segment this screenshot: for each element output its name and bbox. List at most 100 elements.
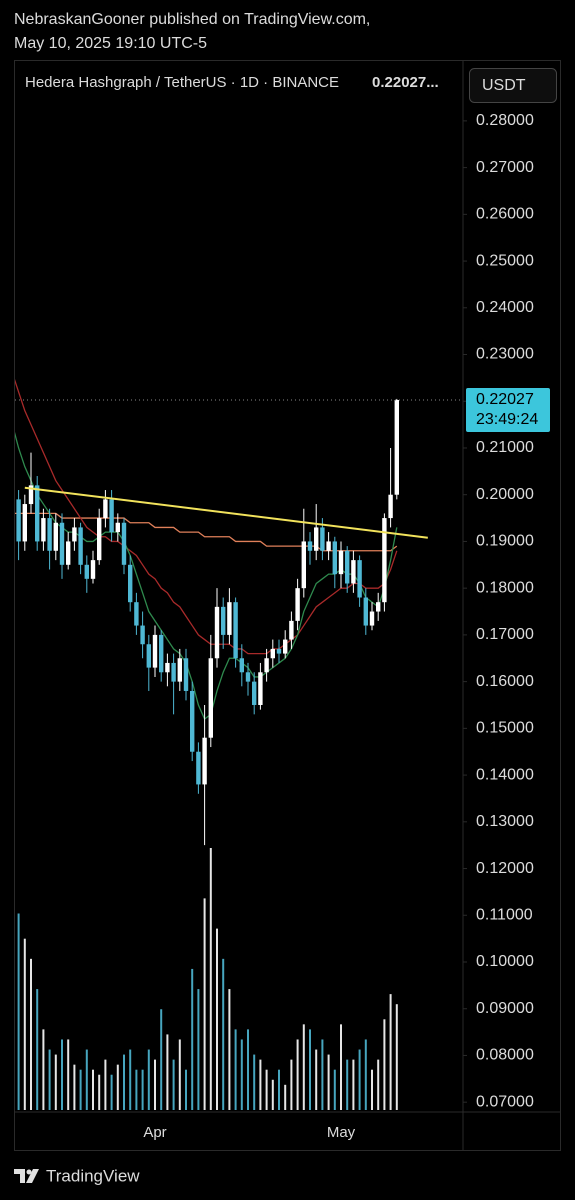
volume-bar bbox=[216, 928, 218, 1110]
candle-body bbox=[388, 494, 393, 519]
volume-bar bbox=[377, 1059, 380, 1110]
candle-body bbox=[35, 485, 40, 542]
candle-body bbox=[239, 658, 244, 673]
volume-bar bbox=[265, 1069, 268, 1110]
countdown-label: 23:49:24 bbox=[476, 411, 538, 428]
volume-bar bbox=[364, 1039, 367, 1110]
volume-bar bbox=[36, 989, 39, 1110]
volume-bar bbox=[141, 1069, 144, 1110]
volume-bar bbox=[129, 1049, 132, 1110]
volume-bar bbox=[309, 1029, 311, 1110]
volume-bar bbox=[327, 1054, 330, 1110]
candle-body bbox=[264, 658, 269, 673]
candle-body bbox=[190, 690, 195, 752]
moving-average bbox=[15, 378, 398, 655]
candle-body bbox=[283, 639, 288, 654]
volume-bar bbox=[166, 1034, 169, 1110]
volume-bar bbox=[278, 1069, 280, 1110]
volume-bar bbox=[290, 1059, 293, 1110]
y-tick-label: 0.10000 bbox=[476, 953, 534, 970]
y-tick-label: 0.26000 bbox=[476, 206, 534, 223]
candle-body bbox=[221, 606, 226, 635]
candle-body bbox=[394, 399, 399, 495]
candle-body bbox=[177, 658, 182, 682]
candle-body bbox=[295, 588, 300, 621]
candle-body bbox=[270, 648, 275, 659]
y-tick-label: 0.27000 bbox=[476, 159, 534, 176]
volume-bar bbox=[110, 1074, 113, 1110]
y-tick-label: 0.14000 bbox=[476, 766, 534, 783]
candle-body bbox=[369, 611, 375, 626]
candle-body bbox=[196, 751, 201, 785]
y-tick-label: 0.13000 bbox=[476, 813, 534, 830]
candle-body bbox=[16, 499, 21, 542]
volume-bar bbox=[203, 898, 206, 1110]
candle-body bbox=[47, 518, 52, 551]
header-line: NebraskanGooner published on TradingView… bbox=[14, 11, 370, 28]
volume-bar bbox=[247, 1029, 249, 1110]
y-tick-label: 0.16000 bbox=[476, 673, 534, 690]
candle-body bbox=[351, 560, 356, 584]
candle-body bbox=[307, 541, 313, 551]
candle-body bbox=[214, 606, 220, 659]
volume-bar bbox=[333, 1069, 336, 1110]
volume-bar bbox=[234, 1029, 237, 1110]
candle-body bbox=[97, 518, 102, 561]
volume-bar bbox=[296, 1039, 299, 1110]
candle-body bbox=[301, 541, 306, 589]
currency-label[interactable]: USDT bbox=[482, 77, 526, 94]
candle-body bbox=[103, 499, 108, 519]
candle-body bbox=[345, 550, 350, 584]
volume-bar bbox=[135, 1069, 138, 1110]
volume-bar bbox=[395, 1004, 398, 1110]
volume-bar bbox=[271, 1079, 274, 1110]
header-line: May 10, 2025 19:10 UTC-5 bbox=[14, 35, 207, 52]
volume-bar bbox=[17, 913, 20, 1110]
volume-bar bbox=[92, 1069, 94, 1110]
volume-bar bbox=[284, 1084, 287, 1110]
candle-body bbox=[165, 662, 170, 673]
candle-body bbox=[146, 644, 151, 668]
y-tick-label: 0.09000 bbox=[476, 1000, 534, 1017]
candle-body bbox=[276, 648, 282, 654]
volume-bar bbox=[209, 848, 212, 1110]
volume-bar bbox=[315, 1049, 318, 1110]
volume-bar bbox=[104, 1059, 107, 1110]
volume-bar bbox=[67, 1039, 70, 1110]
volume-bar bbox=[98, 1074, 101, 1110]
y-tick-label: 0.20000 bbox=[476, 486, 534, 503]
volume-bar bbox=[222, 958, 225, 1110]
candle-body bbox=[152, 634, 158, 668]
candle-body bbox=[128, 564, 133, 603]
candle-body bbox=[183, 658, 189, 691]
candle-body bbox=[227, 602, 232, 635]
currency-button[interactable] bbox=[469, 68, 557, 103]
candle-body bbox=[140, 625, 145, 645]
volume-bar bbox=[160, 1009, 163, 1110]
candle-body bbox=[72, 527, 77, 542]
candle-body bbox=[78, 527, 83, 565]
candle-body bbox=[121, 522, 127, 565]
candle-body bbox=[208, 658, 213, 738]
y-tick-label: 0.19000 bbox=[476, 533, 534, 550]
candle-body bbox=[363, 597, 368, 626]
y-tick-label: 0.12000 bbox=[476, 860, 534, 877]
volume-bar bbox=[346, 1059, 349, 1110]
volume-bar bbox=[79, 1069, 82, 1110]
volume-bar bbox=[197, 989, 200, 1110]
volume-bar bbox=[116, 1064, 119, 1110]
candle-body bbox=[159, 634, 164, 673]
chart-frame bbox=[14, 60, 561, 1151]
footer-brand: TradingView bbox=[46, 1166, 140, 1185]
candle-body bbox=[314, 527, 319, 551]
y-tick-label: 0.18000 bbox=[476, 579, 534, 596]
candle-body bbox=[134, 602, 139, 626]
volume-bar bbox=[259, 1059, 262, 1110]
volume-bar bbox=[352, 1059, 355, 1110]
volume-bar bbox=[30, 958, 32, 1110]
candle-body bbox=[171, 662, 176, 682]
volume-bar bbox=[85, 1049, 88, 1110]
volume-bar bbox=[42, 1029, 45, 1110]
